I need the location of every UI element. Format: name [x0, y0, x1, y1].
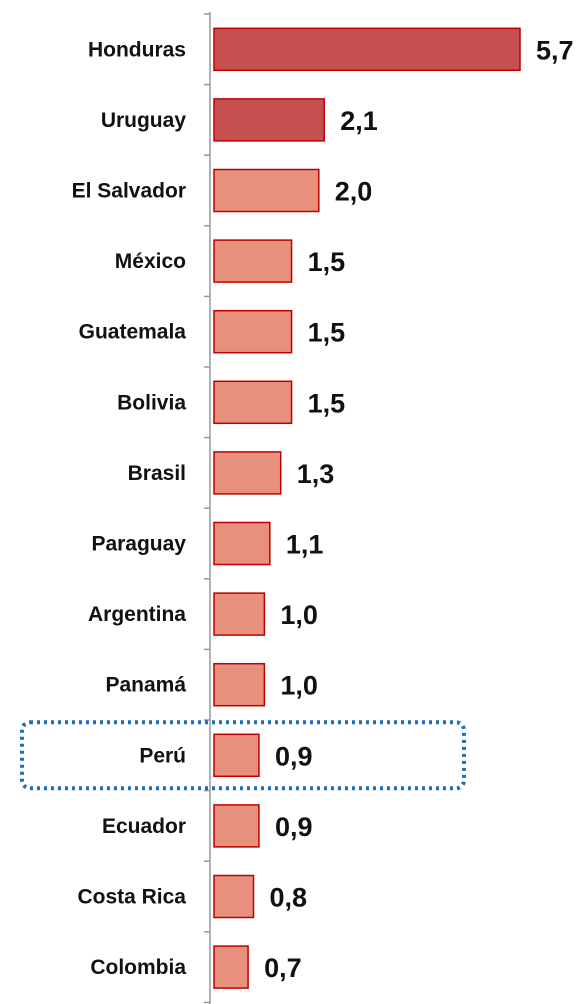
category-label-costa-rica: Costa Rica [77, 886, 186, 909]
category-label-uruguay: Uruguay [101, 109, 187, 132]
category-label-argentina: Argentina [88, 603, 186, 626]
category-label-paraguay: Paraguay [91, 533, 186, 556]
value-label-guatemala: 1,5 [308, 318, 346, 348]
bar-costa-rica [213, 874, 255, 919]
category-label-brasil: Brasil [128, 462, 186, 485]
value-label-el-salvador: 2,0 [335, 177, 373, 207]
category-label-ecuador: Ecuador [102, 815, 186, 838]
bar-panama [213, 662, 266, 707]
value-label-mexico: 1,5 [308, 247, 346, 277]
category-label-bolivia: Bolivia [117, 391, 186, 414]
value-label-colombia: 0,7 [264, 953, 302, 983]
bar-el-salvador [213, 168, 320, 213]
category-label-honduras: Honduras [88, 38, 186, 61]
bar-mexico [213, 239, 293, 283]
category-label-peru: Perú [139, 744, 186, 767]
value-label-peru: 0,9 [275, 741, 313, 771]
highlight-box-peru [20, 720, 466, 791]
category-label-guatemala: Guatemala [79, 321, 187, 344]
bar-brasil [213, 451, 282, 495]
value-label-costa-rica: 0,8 [270, 883, 308, 913]
value-label-ecuador: 0,9 [275, 812, 313, 842]
value-label-uruguay: 2,1 [340, 106, 378, 136]
category-label-panama: Panamá [105, 674, 186, 697]
bar-guatemala [213, 309, 293, 354]
value-label-bolivia: 1,5 [308, 388, 346, 418]
bar-paraguay [213, 521, 271, 566]
bar-argentina [213, 592, 266, 636]
bar-uruguay [213, 98, 325, 142]
value-label-paraguay: 1,1 [286, 530, 324, 560]
bar-bolivia [213, 380, 293, 425]
bar-honduras [213, 27, 521, 72]
value-label-brasil: 1,3 [297, 459, 335, 489]
bar-colombia [213, 945, 249, 989]
bar-peru [213, 733, 260, 778]
category-label-mexico: México [115, 250, 186, 273]
axis-ticks [204, 13, 210, 1004]
value-label-argentina: 1,0 [280, 600, 318, 630]
category-label-colombia: Colombia [90, 956, 186, 979]
category-label-el-salvador: El Salvador [72, 180, 186, 203]
value-label-honduras: 5,7 [536, 35, 574, 65]
value-label-panama: 1,0 [280, 671, 318, 701]
labels-layer: Honduras 5,7 Uruguay 2,1 El Salvador 2,0 Méxic… [72, 35, 574, 983]
bar-ecuador [213, 804, 260, 848]
bars-layer [213, 27, 521, 989]
